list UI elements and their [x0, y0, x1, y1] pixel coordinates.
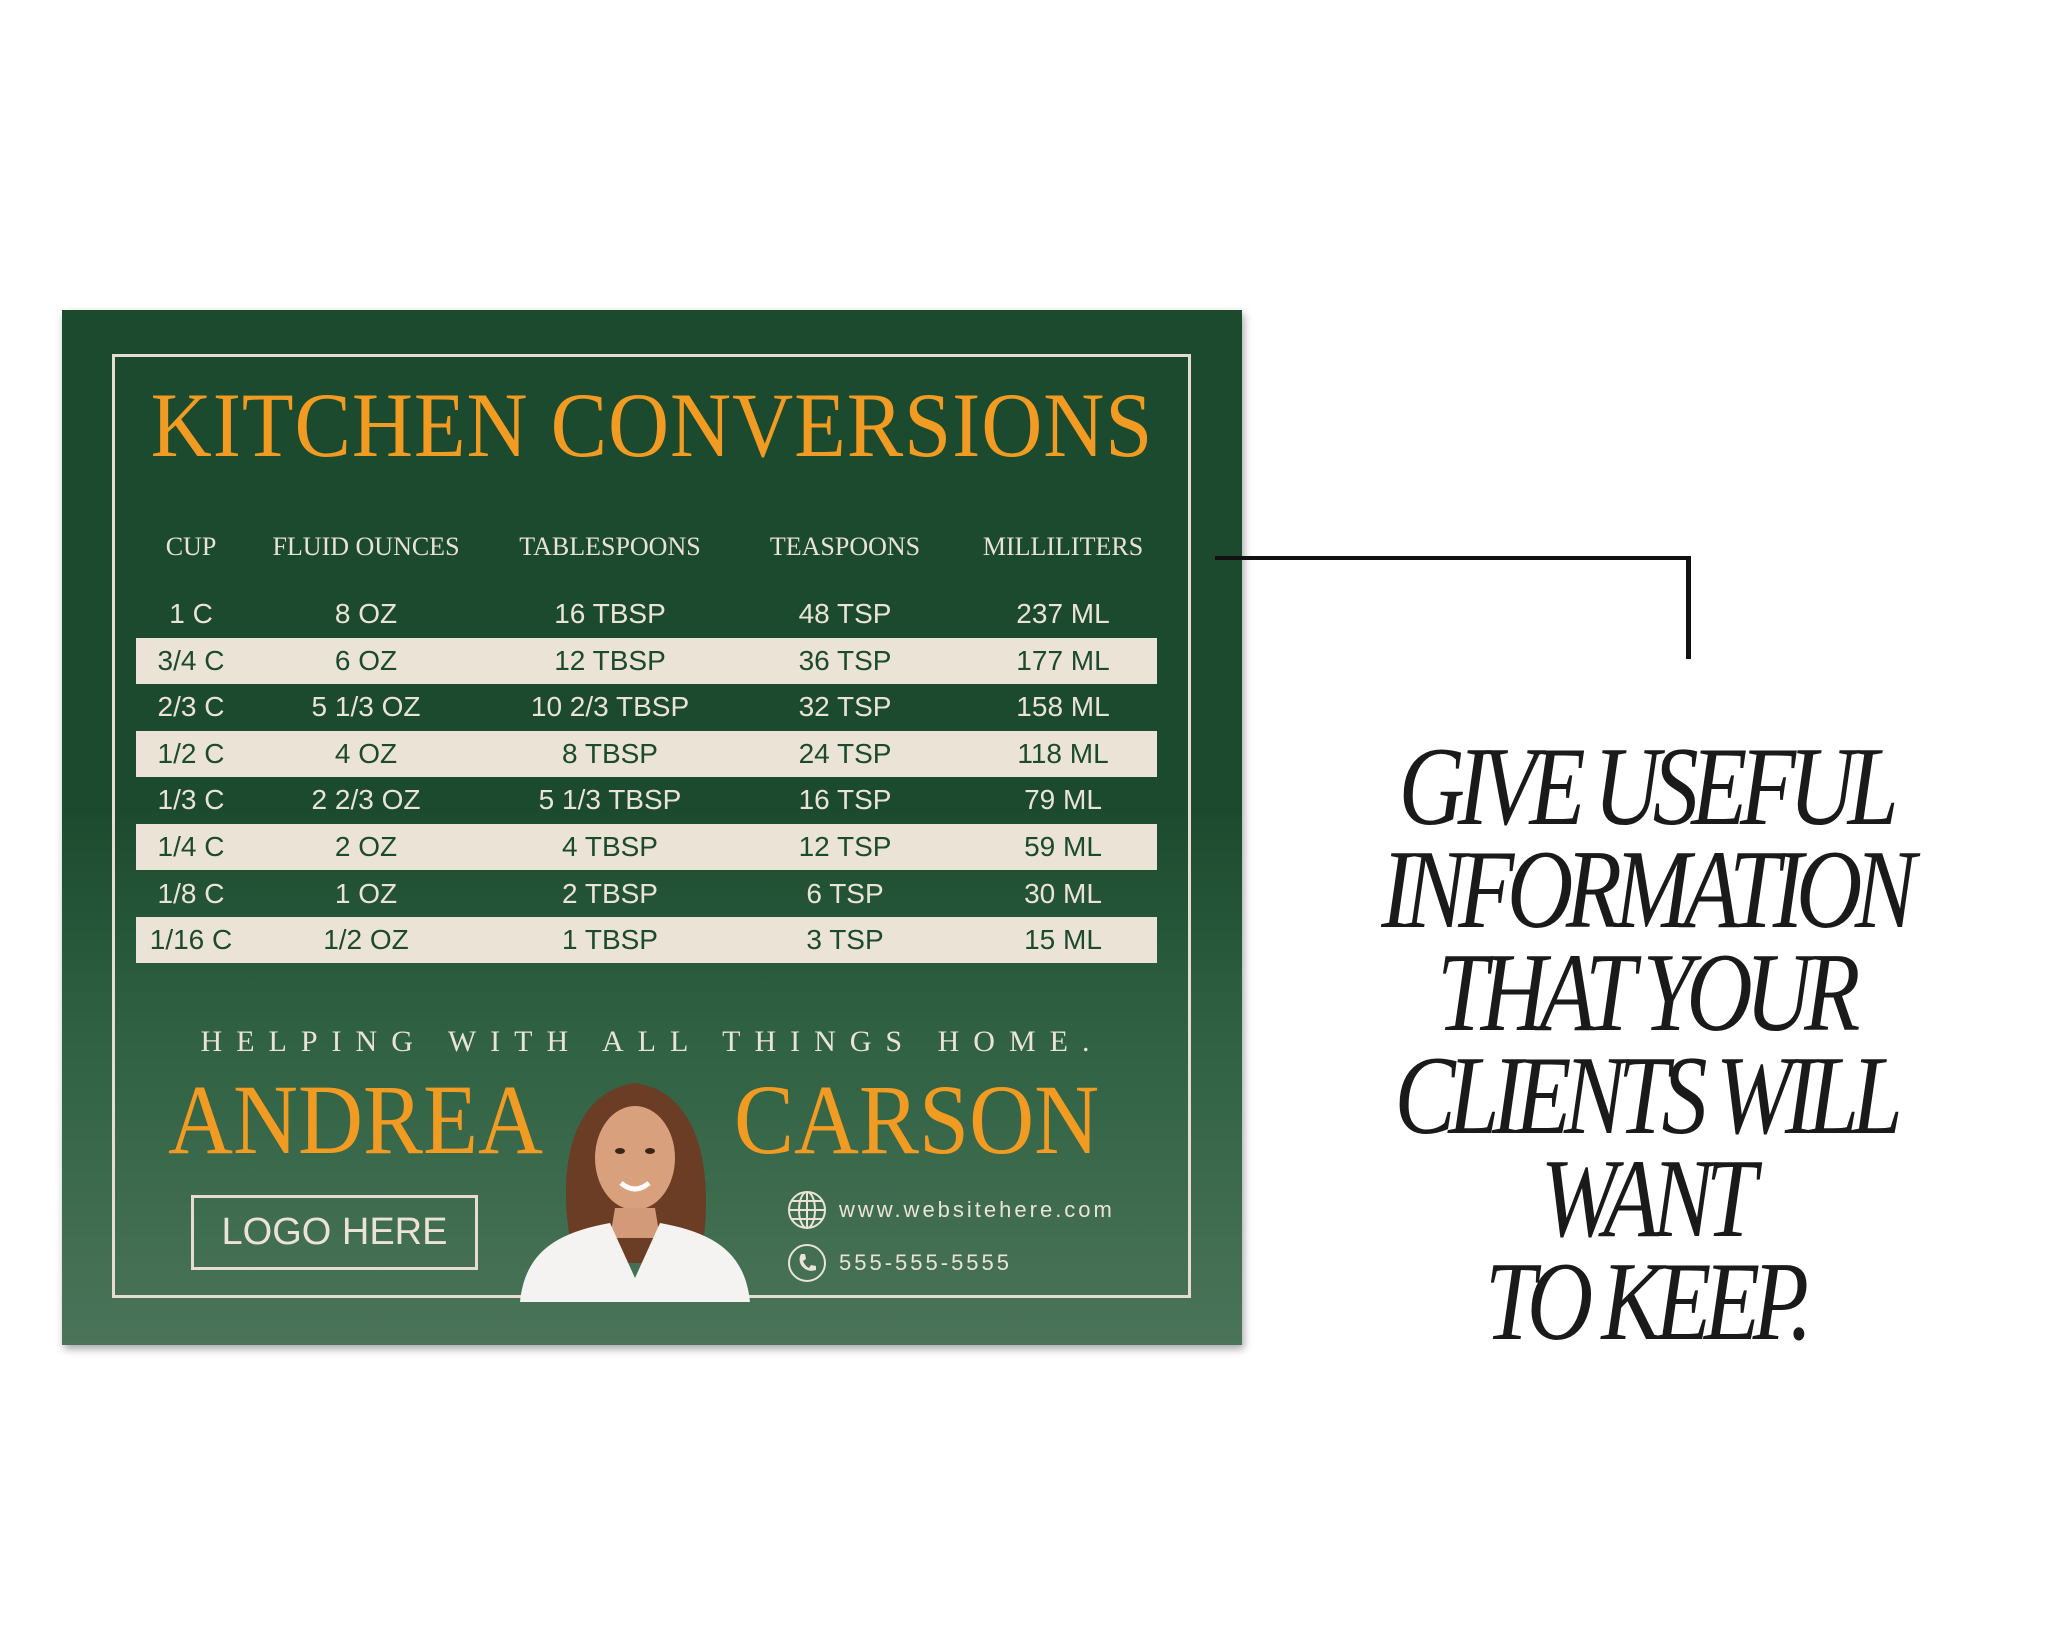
table-cell: 118 ML — [1017, 737, 1109, 769]
promo-line: TO KEEP. — [1484, 1240, 1813, 1364]
conversion-card: KITCHEN CONVERSIONS CUP FLUID OUNCES TABLE… — [62, 310, 1242, 1345]
table-row: 1/3 C 2 2/3 OZ 5 1/3 TBSP 16 TSP 79 ML — [136, 777, 1157, 823]
table-cell: 36 TSP — [798, 644, 892, 676]
table-row: 1/2 C 4 OZ 8 TBSP 24 TSP 118 ML — [136, 730, 1157, 777]
table-cell: 79 ML — [1024, 784, 1102, 816]
table-cell: 24 TSP — [798, 737, 892, 769]
website-text: www.websitehere.com — [839, 1197, 1115, 1222]
table-cell: 3/4 C — [157, 644, 225, 676]
table-cell: 6 TSP — [806, 877, 884, 909]
table-row: 3/4 C 6 OZ 12 TBSP 36 TSP 177 ML — [136, 637, 1157, 684]
last-name: CARSON — [734, 1064, 1100, 1175]
table-row: 2/3 C 5 1/3 OZ 10 2/3 TBSP 32 TSP 158 ML — [136, 684, 1157, 730]
column-header: CUP — [165, 532, 217, 561]
table-cell: 1/16 C — [149, 924, 233, 956]
connector-line-vertical — [1686, 556, 1691, 659]
table-cell: 1/4 C — [157, 831, 225, 862]
table-cell: 1/3 C — [157, 784, 225, 816]
table-cell: 59 ML — [1024, 831, 1102, 862]
phone-link[interactable]: 555-555-5555 — [787, 1243, 1012, 1283]
agent-photo — [515, 1063, 755, 1302]
table-cell: 1 C — [169, 598, 213, 629]
table-cell: 5 1/3 TBSP — [538, 784, 682, 816]
table-cell: 3 TSP — [806, 924, 884, 956]
table-cell: 16 TBSP — [554, 598, 666, 629]
promo-line: GIVE USEFUL — [1398, 725, 1899, 849]
table-row: 1/16 C 1/2 OZ 1 TBSP 3 TSP 15 ML — [136, 917, 1157, 964]
table-cell: 16 TSP — [798, 784, 892, 816]
table-cell: 1/2 OZ — [323, 924, 409, 956]
table-cell: 1/2 C — [157, 737, 225, 769]
table-row: 1 C 8 OZ 16 TBSP 48 TSP 237 ML — [136, 591, 1157, 637]
table-cell: 32 TSP — [798, 691, 892, 723]
table-cell: 5 1/3 OZ — [311, 691, 421, 723]
connector-line — [1215, 556, 1690, 560]
table-cell: 237 ML — [1016, 598, 1110, 629]
table-cell: 2/3 C — [157, 691, 225, 723]
table-cell: 158 ML — [1016, 691, 1110, 723]
promo-line: WANT — [1540, 1137, 1756, 1261]
promo-line: CLIENTS WILL — [1394, 1034, 1903, 1158]
table-cell: 10 2/3 TBSP — [530, 691, 690, 723]
table-cell: 12 TBSP — [554, 644, 666, 676]
table-cell: 177 ML — [1016, 644, 1110, 676]
table-cell: 1 TBSP — [562, 924, 658, 956]
table-cell: 1 OZ — [334, 877, 398, 909]
table-cell: 48 TSP — [798, 598, 892, 629]
column-header: MILLILITERS — [982, 532, 1144, 561]
table-cell: 8 TBSP — [562, 737, 658, 769]
table-cell: 30 ML — [1024, 877, 1102, 909]
tagline: HELPING WITH ALL THINGS HOME. — [200, 1025, 1104, 1058]
promo-line: THAT YOUR — [1437, 931, 1860, 1055]
website-link[interactable]: www.websitehere.com — [787, 1190, 1115, 1230]
phone-icon — [788, 1244, 826, 1282]
card-title: KITCHEN CONVERSIONS — [150, 374, 1154, 476]
phone-text: 555-555-5555 — [839, 1250, 1013, 1275]
table-row: 1/4 C 2 OZ 4 TBSP 12 TSP 59 ML — [136, 824, 1157, 870]
table-cell: 1/8 C — [157, 877, 225, 909]
table-cell: 15 ML — [1024, 924, 1102, 956]
table-cell: 2 OZ — [334, 831, 398, 862]
table-row: 1/8 C 1 OZ 2 TBSP 6 TSP 30 ML — [136, 871, 1157, 917]
column-header: TEASPOONS — [769, 532, 921, 561]
table-cell: 2 TBSP — [562, 877, 658, 909]
logo-placeholder: LOGO HERE — [191, 1195, 478, 1270]
table-cell: 6 OZ — [334, 644, 398, 676]
promo-line: INFORMATION — [1381, 828, 1916, 952]
table-cell: 4 OZ — [334, 737, 398, 769]
table-cell: 2 2/3 OZ — [311, 784, 421, 816]
table-cell: 8 OZ — [334, 598, 398, 629]
column-header: TABLESPOONS — [519, 532, 701, 561]
column-header: FLUID OUNCES — [272, 532, 460, 561]
table-cell: 12 TSP — [798, 831, 892, 862]
first-name: ANDREA — [168, 1064, 543, 1175]
promo-text: GIVE USEFUL INFORMATION THAT YOUR CLIENT… — [1317, 725, 1973, 1364]
table-cell: 4 TBSP — [562, 831, 658, 862]
globe-icon — [788, 1191, 826, 1229]
